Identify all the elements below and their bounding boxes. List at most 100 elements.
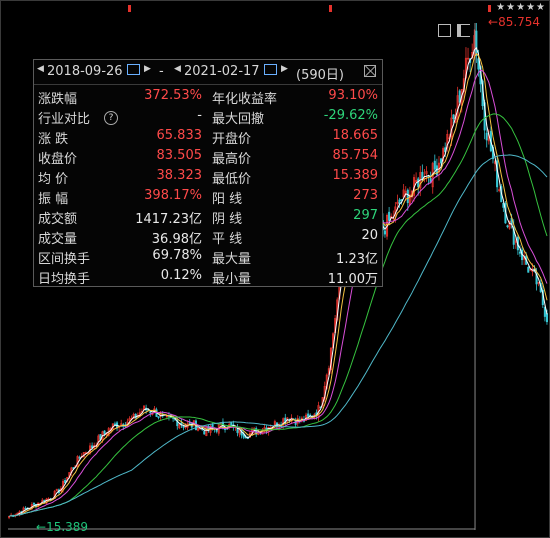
- candle-body: [55, 488, 58, 492]
- stat-value: 297: [353, 208, 378, 223]
- candle-body: [543, 307, 546, 317]
- prev-start-arrow[interactable]: ◀: [37, 64, 44, 74]
- candle-body: [24, 507, 27, 510]
- stat-row: 区间换手 69.78% 最大量 1.23亿: [34, 247, 382, 267]
- day-count: (590日): [296, 68, 344, 83]
- calendar-icon[interactable]: [127, 64, 140, 75]
- candle-body: [103, 430, 106, 434]
- help-icon[interactable]: ?: [104, 111, 118, 125]
- stat-value: 85.754: [332, 148, 379, 163]
- candle-body: [527, 267, 530, 273]
- candle-body: [128, 418, 131, 421]
- candle-body: [514, 240, 517, 243]
- candle-body: [440, 158, 443, 164]
- stat-label: 日均换手: [38, 272, 91, 287]
- price-low-label: ←15.389: [36, 520, 89, 534]
- stat-value: 15.389: [332, 168, 379, 183]
- candle-body: [383, 230, 386, 235]
- ma-line-ma5: [8, 46, 548, 517]
- stat-label: 收盘价: [38, 152, 78, 167]
- stat-label: 最小量: [212, 272, 252, 287]
- candle-body: [406, 189, 409, 203]
- stat-label: 成交额: [38, 212, 78, 227]
- candle-body: [286, 417, 289, 421]
- stat-row: 行业对比? - 最大回撤 -29.62%: [34, 107, 382, 127]
- stat-label: 开盘价: [212, 132, 252, 147]
- end-date[interactable]: 2021-02-17: [184, 64, 260, 79]
- stat-label: 涨 跌: [38, 132, 69, 147]
- event-flag-marker[interactable]: [128, 5, 131, 12]
- candle-body: [442, 148, 445, 162]
- candle-body: [307, 413, 310, 417]
- candle-body: [417, 178, 420, 188]
- ma-line-ma120: [8, 154, 548, 517]
- candle-body: [477, 58, 480, 70]
- stat-value: 1417.23亿: [135, 212, 202, 227]
- stat-value: 0.12%: [160, 268, 202, 283]
- stat-value: 36.98亿: [151, 232, 202, 247]
- candle-body: [388, 211, 391, 221]
- stat-value: 93.10%: [328, 88, 378, 103]
- prev-end-arrow[interactable]: ◀: [174, 64, 181, 74]
- stat-label: 振 幅: [38, 192, 69, 207]
- next-start-arrow[interactable]: ▶: [144, 64, 151, 74]
- stat-label: 均 价: [38, 172, 69, 187]
- candle-body: [425, 171, 428, 175]
- next-end-arrow[interactable]: ▶: [281, 64, 288, 74]
- rating-stars: ★★★★★: [496, 2, 546, 13]
- ma-line-ma20: [8, 69, 548, 517]
- maximize-icon[interactable]: [438, 24, 451, 37]
- stat-value: -: [197, 108, 202, 123]
- stat-row: 日均换手 0.12% 最小量 11.00万: [34, 267, 382, 287]
- candle-body: [203, 430, 206, 435]
- candle-body: [132, 413, 135, 419]
- stat-value: 372.53%: [144, 88, 202, 103]
- event-flag-marker[interactable]: [329, 5, 332, 12]
- candle-body: [545, 313, 548, 323]
- range-separator: -: [159, 64, 164, 79]
- stat-row: 成交量 36.98亿平 线 20: [34, 227, 382, 247]
- stat-label: 最大量: [212, 252, 252, 267]
- candle-body: [498, 189, 501, 192]
- stat-value: -29.62%: [323, 108, 378, 123]
- stat-label: 阴 线: [212, 212, 243, 227]
- candle-body: [433, 160, 436, 170]
- start-date[interactable]: 2018-09-26: [47, 64, 123, 79]
- stat-label: 平 线: [212, 232, 243, 247]
- stat-label: 行业对比: [38, 112, 91, 127]
- stat-row: 收盘价 83.505 最高价 85.754: [34, 147, 382, 167]
- ma-line-ma60: [8, 113, 548, 517]
- stat-value: 65.833: [156, 128, 203, 143]
- calendar-icon[interactable]: [264, 64, 277, 75]
- candle-body: [506, 225, 509, 228]
- stat-label: 阳 线: [212, 192, 243, 207]
- close-icon[interactable]: [364, 65, 376, 77]
- candle-body: [518, 251, 521, 254]
- stat-value: 1.23亿: [336, 252, 378, 267]
- candle-body: [452, 114, 455, 119]
- candle-body: [238, 427, 241, 435]
- stat-label: 最低价: [212, 172, 252, 187]
- candle-body: [485, 132, 488, 141]
- stat-row: 涨 跌 65.833 开盘价 18.665: [34, 127, 382, 147]
- candle-body: [529, 269, 532, 271]
- candle-body: [197, 427, 200, 431]
- stat-row: 振 幅 398.17% 阳 线 273: [34, 187, 382, 207]
- candle-body: [446, 134, 449, 149]
- stat-label: 最大回撤: [212, 112, 265, 127]
- window-controls: [438, 24, 470, 37]
- candle-body: [32, 503, 35, 505]
- candle-body: [157, 416, 160, 418]
- event-flag-marker[interactable]: [488, 5, 491, 12]
- candle-body: [91, 445, 94, 448]
- stat-row: 成交额 1417.23亿阴 线 297: [34, 207, 382, 227]
- sidebar-toggle-icon[interactable]: [457, 24, 470, 37]
- candle-body: [415, 180, 418, 183]
- candle-body: [149, 411, 152, 414]
- stat-value: 69.78%: [152, 248, 202, 263]
- stat-row: 涨跌幅 372.53% 年化收益率 93.10%: [34, 87, 382, 107]
- interval-stats-panel: ◀ 2018-09-26 ▶ - ◀ 2021-02-17 ▶ (590日) 涨…: [33, 59, 383, 287]
- stat-label: 年化收益率: [212, 92, 278, 107]
- stat-label: 区间换手: [38, 252, 91, 267]
